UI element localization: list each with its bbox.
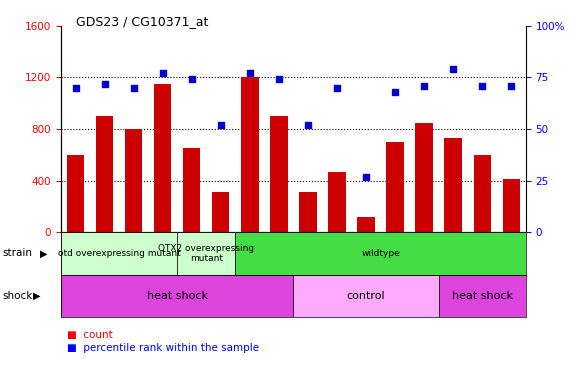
Point [158,70,167,76]
Point [100,81,109,86]
Point [478,83,487,89]
Point [507,83,516,89]
Bar [415,123,433,232]
Bar [235,232,526,274]
Bar [474,155,491,232]
Text: ■  count: ■ count [67,330,113,340]
Bar [386,142,404,232]
Text: otd overexpressing mutant: otd overexpressing mutant [58,249,181,258]
Bar [241,77,259,232]
Text: heat shock: heat shock [452,291,512,300]
Bar [357,217,375,232]
Text: ■  percentile rank within the sample: ■ percentile rank within the sample [67,343,259,353]
Text: shock: shock [3,291,33,300]
Point [303,122,313,128]
Bar [439,274,526,317]
Text: ▶: ▶ [33,291,41,300]
Point [187,76,196,82]
Bar [328,172,346,232]
Bar [96,116,113,232]
Bar [293,274,439,317]
Point [71,85,80,91]
Bar [125,129,142,232]
Bar [270,116,288,232]
Point [332,85,342,91]
Text: ▶: ▶ [40,249,47,258]
Bar [177,232,235,274]
Point [245,70,254,76]
Point [274,76,284,82]
Text: strain: strain [3,249,33,258]
Text: heat shock: heat shock [147,291,207,300]
Bar [503,179,520,232]
Point [361,173,371,179]
Bar [299,193,317,232]
Point [419,83,429,89]
Point [449,66,458,72]
Text: OTX2 overexpressing
mutant: OTX2 overexpressing mutant [158,244,254,263]
Bar [212,193,229,232]
Bar [67,155,84,232]
Point [216,122,225,128]
Point [390,89,400,95]
Point [129,85,138,91]
Bar [444,138,462,232]
Bar [154,84,171,232]
Bar [183,148,200,232]
Text: GDS23 / CG10371_at: GDS23 / CG10371_at [76,15,208,28]
Bar [61,232,177,274]
Bar [61,274,293,317]
Text: wildtype: wildtype [361,249,400,258]
Text: control: control [347,291,385,300]
